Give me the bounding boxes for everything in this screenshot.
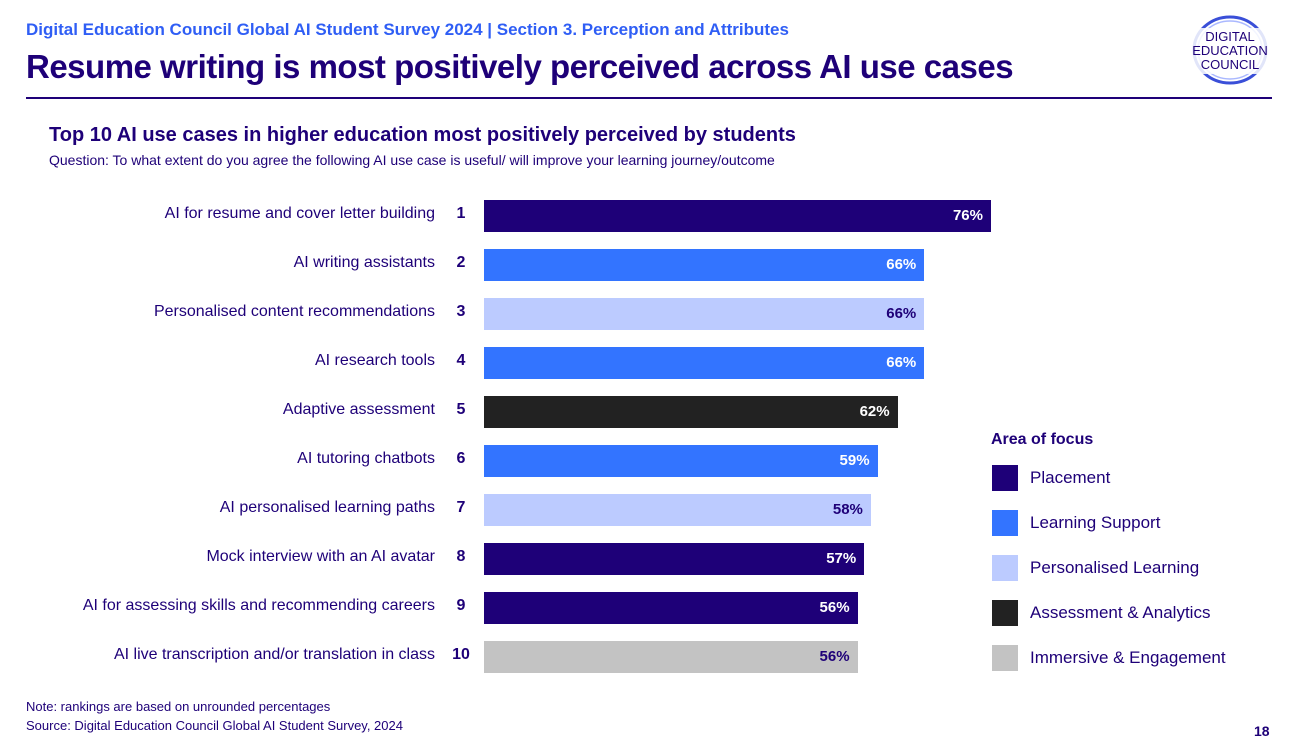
bar bbox=[484, 543, 865, 575]
svg-text:COUNCIL: COUNCIL bbox=[1201, 57, 1260, 72]
svg-text:DIGITAL: DIGITAL bbox=[1205, 29, 1255, 44]
value-label: 76% bbox=[952, 207, 983, 224]
category-label: Adaptive assessment bbox=[282, 401, 435, 418]
value-label: 56% bbox=[819, 648, 850, 665]
bar bbox=[484, 298, 925, 330]
chart-title: Top 10 AI use cases in higher education … bbox=[49, 124, 796, 146]
legend-label: Assessment & Analytics bbox=[1030, 603, 1211, 622]
value-label: 66% bbox=[886, 256, 917, 273]
value-label: 66% bbox=[886, 305, 917, 322]
category-label: AI personalised learning paths bbox=[219, 499, 435, 516]
bar bbox=[484, 249, 925, 281]
value-label: 57% bbox=[826, 550, 857, 567]
source: Source: Digital Education Council Global… bbox=[26, 718, 403, 733]
legend-label: Personalised Learning bbox=[1030, 558, 1200, 577]
value-label: 56% bbox=[819, 599, 850, 616]
rank-label: 7 bbox=[456, 499, 466, 516]
legend-swatch bbox=[992, 555, 1018, 581]
category-label: AI research tools bbox=[314, 352, 435, 369]
category-label: Personalised content recommendations bbox=[153, 303, 435, 320]
value-label: 66% bbox=[886, 354, 917, 371]
bar bbox=[484, 396, 898, 428]
bar bbox=[484, 445, 878, 477]
legend-swatch bbox=[992, 645, 1018, 671]
legend-label: Immersive & Engagement bbox=[1030, 648, 1226, 667]
legend-label: Placement bbox=[1030, 468, 1111, 487]
category-label: AI for resume and cover letter building bbox=[164, 205, 435, 222]
legend-swatch bbox=[992, 600, 1018, 626]
rank-label: 3 bbox=[456, 303, 466, 320]
legend-swatch bbox=[992, 465, 1018, 491]
legend-title: Area of focus bbox=[991, 431, 1094, 448]
bar bbox=[484, 200, 991, 232]
page-title: Resume writing is most positively percei… bbox=[26, 48, 1014, 85]
rank-label: 9 bbox=[456, 597, 466, 614]
value-label: 62% bbox=[859, 403, 890, 420]
title-divider bbox=[26, 97, 1272, 99]
value-label: 59% bbox=[839, 452, 870, 469]
category-label: AI writing assistants bbox=[293, 254, 435, 271]
bar bbox=[484, 494, 871, 526]
rank-label: 5 bbox=[456, 401, 466, 418]
chart-question: Question: To what extent do you agree th… bbox=[49, 152, 775, 168]
category-label: Mock interview with an AI avatar bbox=[206, 548, 435, 565]
rank-label: 2 bbox=[456, 254, 466, 271]
bar bbox=[484, 592, 858, 624]
rank-label: 6 bbox=[456, 450, 466, 467]
bar bbox=[484, 641, 858, 673]
category-label: AI for assessing skills and recommending… bbox=[82, 597, 435, 614]
section-kicker: Digital Education Council Global AI Stud… bbox=[26, 20, 789, 39]
legend-swatch bbox=[992, 510, 1018, 536]
bar bbox=[484, 347, 925, 379]
category-label: AI tutoring chatbots bbox=[297, 450, 435, 467]
category-label: AI live transcription and/or translation… bbox=[113, 646, 435, 663]
svg-text:EDUCATION: EDUCATION bbox=[1192, 43, 1268, 58]
rank-label: 10 bbox=[452, 646, 470, 663]
page-number: 18 bbox=[1254, 723, 1270, 739]
legend-label: Learning Support bbox=[1030, 513, 1161, 532]
rank-label: 8 bbox=[456, 548, 466, 565]
rank-label: 1 bbox=[456, 205, 466, 222]
value-label: 58% bbox=[832, 501, 863, 518]
dec-logo: DIGITAL EDUCATION COUNCIL bbox=[1190, 15, 1270, 85]
rank-label: 4 bbox=[456, 352, 466, 369]
footnote: Note: rankings are based on unrounded pe… bbox=[26, 699, 331, 714]
